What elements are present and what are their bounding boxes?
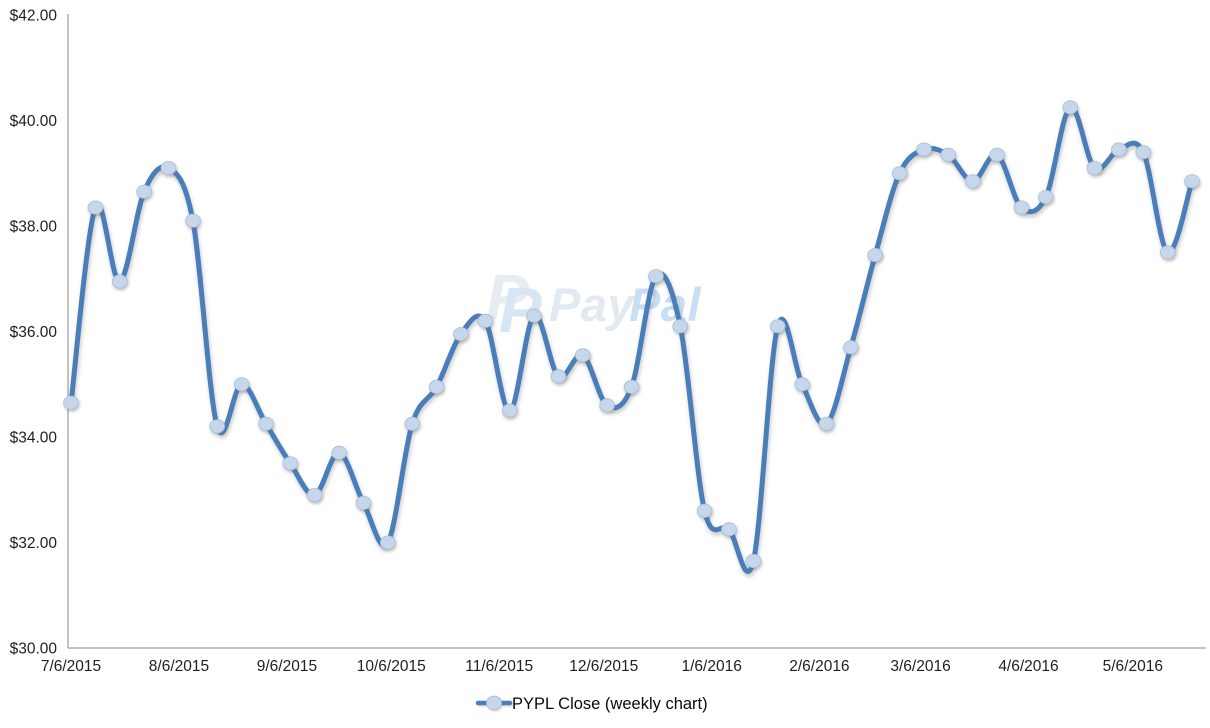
data-point-marker [891, 166, 908, 181]
data-point-marker [721, 522, 737, 537]
data-point-marker [1062, 100, 1078, 115]
data-point-marker [1013, 200, 1030, 215]
data-point-marker [355, 495, 372, 510]
data-point-marker [794, 377, 810, 392]
data-point-markers [63, 100, 1200, 569]
data-point-marker [258, 416, 274, 431]
paypal-wordmark-pal: Pal [629, 278, 701, 331]
data-point-marker [404, 416, 421, 431]
y-axis-tick-label: $34.00 [10, 430, 58, 447]
data-point-marker [1111, 142, 1127, 157]
legend-marker-icon [486, 695, 502, 711]
data-point-marker [306, 487, 323, 502]
data-point-marker [964, 174, 981, 189]
legend: PYPL Close (weekly chart) [475, 695, 708, 713]
x-axis-labels: 7/6/2015 8/6/2015 9/6/2015 10/6/2015 11/6/20… [41, 658, 1163, 675]
data-point-marker [428, 379, 445, 394]
data-point-marker [867, 247, 883, 262]
data-point-marker [818, 416, 835, 431]
price-line-series [68, 104, 1195, 574]
data-point-marker [160, 160, 177, 175]
data-point-marker [1038, 189, 1054, 204]
data-point-marker [916, 142, 932, 157]
x-axis-tick-label: 2/6/2016 [789, 658, 849, 675]
legend-series-label: PYPL Close (weekly chart) [512, 695, 708, 713]
data-point-marker [1086, 160, 1103, 175]
paypal-watermark: P P Pay Pal [486, 261, 701, 346]
x-axis-tick-label: 3/6/2016 [890, 658, 950, 675]
data-point-marker [1159, 245, 1176, 260]
y-axis-tick-label: $32.00 [10, 535, 58, 552]
data-point-marker [63, 395, 79, 410]
data-point-marker [769, 319, 786, 334]
x-axis-tick-label: 7/6/2015 [41, 658, 101, 675]
data-point-marker [745, 554, 762, 569]
y-axis-tick-label: $42.00 [10, 8, 58, 25]
data-point-marker [453, 327, 469, 342]
data-point-marker [501, 403, 518, 418]
data-point-marker [136, 184, 152, 199]
data-point-marker [940, 147, 957, 162]
data-point-marker [623, 379, 640, 394]
paypal-wordmark-pay: Pay [549, 278, 636, 331]
y-axis-labels: $42.00 $40.00 $38.00 $36.00 $34.00 $32.00 $30.… [10, 8, 58, 658]
data-point-marker [331, 445, 347, 460]
x-axis-tick-label: 8/6/2015 [149, 658, 209, 675]
x-axis-tick-label: 10/6/2015 [357, 658, 426, 675]
x-axis-tick-label: 1/6/2016 [682, 658, 742, 675]
x-axis-tick-label: 4/6/2016 [998, 658, 1058, 675]
data-point-marker [672, 319, 689, 334]
legend-series-icon [475, 695, 513, 711]
axes [67, 14, 1206, 649]
x-axis-tick-label: 9/6/2015 [257, 658, 317, 675]
paypal-icon-back-p: P [486, 261, 529, 333]
data-point-marker [379, 535, 396, 550]
data-point-marker [1135, 145, 1152, 160]
data-point-marker [1184, 174, 1200, 189]
data-point-marker [185, 213, 201, 228]
data-point-marker [989, 147, 1005, 162]
paypal-double-p-icon: P P [486, 261, 542, 346]
y-axis-tick-label: $38.00 [10, 219, 58, 236]
y-axis-tick-label: $40.00 [10, 113, 58, 130]
data-point-marker [574, 348, 591, 363]
data-point-marker [842, 340, 859, 355]
data-point-marker [209, 419, 226, 434]
data-point-marker [282, 456, 299, 471]
data-point-marker [648, 269, 664, 284]
data-point-marker [550, 369, 567, 384]
data-point-marker [477, 313, 494, 328]
x-axis-tick-label: 5/6/2016 [1103, 658, 1163, 675]
pypl-close-line [68, 104, 1195, 574]
data-point-marker [696, 503, 713, 518]
data-point-marker [87, 200, 104, 215]
data-point-marker [233, 377, 250, 392]
data-point-marker [526, 308, 542, 323]
data-point-marker [111, 274, 128, 289]
data-point-marker [599, 398, 615, 413]
y-axis-tick-label: $36.00 [10, 324, 58, 341]
y-axis-tick-label: $30.00 [10, 641, 58, 658]
x-axis-tick-label: 11/6/2015 [465, 658, 533, 675]
x-axis-tick-label: 12/6/2015 [569, 658, 638, 675]
